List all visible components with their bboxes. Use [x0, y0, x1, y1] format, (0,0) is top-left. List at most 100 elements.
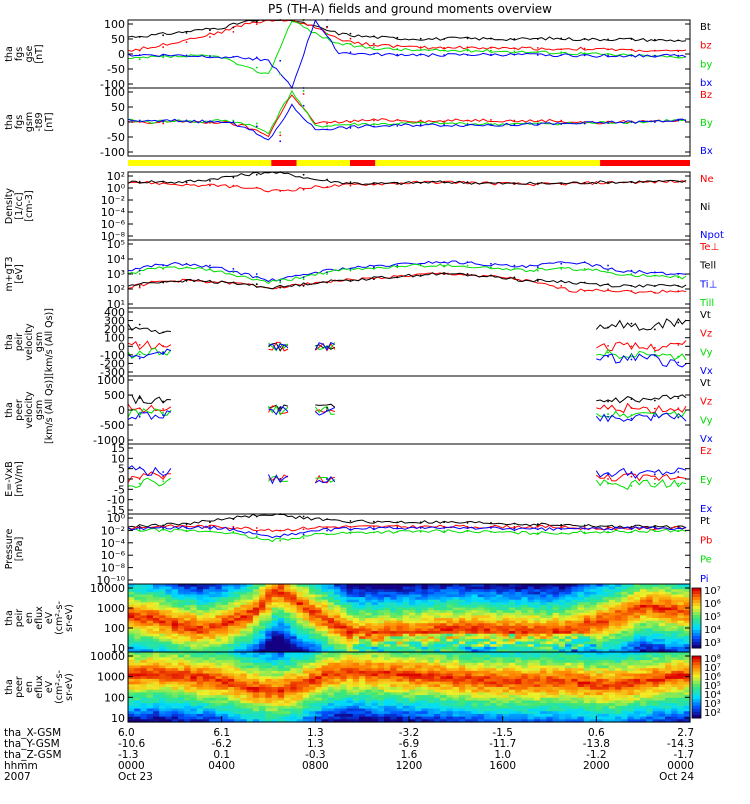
colorbar-tick-label: 10⁶	[704, 599, 721, 610]
series-point	[279, 346, 281, 348]
series-point	[467, 50, 469, 52]
series-point	[350, 528, 352, 530]
series-point	[232, 518, 234, 520]
series-point	[232, 177, 234, 179]
series-point	[326, 126, 328, 128]
series-line-vx	[596, 354, 686, 367]
series-point	[162, 34, 164, 36]
series-point	[396, 119, 398, 121]
series-point	[654, 351, 656, 353]
series-point	[162, 57, 164, 59]
series-point	[256, 187, 258, 189]
series-point	[232, 271, 234, 273]
series-point	[513, 523, 515, 525]
series-point	[560, 48, 562, 50]
legend-label: Pt	[700, 516, 710, 527]
series-point	[490, 527, 492, 529]
series-point	[373, 43, 375, 45]
series-point	[654, 55, 656, 57]
series-point	[256, 516, 258, 518]
series-point	[209, 265, 211, 267]
y-tick-label: 10⁵	[107, 238, 125, 251]
series-point	[631, 485, 633, 487]
series-line-vt	[596, 319, 686, 330]
colorbar-segment	[692, 630, 701, 634]
series-point	[631, 418, 633, 420]
legend-label: bx	[700, 78, 712, 89]
series-point	[139, 530, 141, 532]
series-point	[373, 268, 375, 270]
y-tick-label: 1000	[97, 602, 125, 615]
series-point	[677, 344, 679, 346]
series-point	[677, 397, 679, 399]
colorbar-segment	[692, 612, 701, 616]
series-point	[420, 38, 422, 40]
series-point	[513, 120, 515, 122]
series-point	[560, 120, 562, 122]
legend-label: Vx	[700, 366, 713, 377]
series-point	[326, 33, 328, 35]
series-point	[232, 531, 234, 533]
series-point	[162, 352, 164, 354]
panel-frame	[128, 514, 690, 584]
series-point	[279, 190, 281, 192]
series-line-vz	[596, 341, 686, 351]
series-point	[420, 120, 422, 122]
series-point	[467, 37, 469, 39]
colorbar-segment	[692, 636, 701, 640]
series-point	[279, 134, 281, 136]
series-point	[537, 54, 539, 56]
series-point	[654, 527, 656, 529]
series-point	[537, 528, 539, 530]
series-point	[139, 50, 141, 52]
legend-label: Ez	[700, 446, 712, 457]
series-point	[350, 520, 352, 522]
status-bar-segment	[271, 160, 296, 166]
series-point	[232, 185, 234, 187]
y-tick-label: 0	[118, 48, 125, 61]
series-point	[443, 38, 445, 40]
series-point	[139, 483, 141, 485]
series-point	[373, 126, 375, 128]
series-point	[513, 48, 515, 50]
series-point	[560, 183, 562, 185]
series-point	[537, 280, 539, 282]
series-point	[209, 29, 211, 31]
series-point	[584, 290, 586, 292]
series-point	[326, 128, 328, 130]
series-point	[139, 273, 141, 275]
y-tick-label: 10⁻⁸	[101, 562, 126, 575]
series-point	[584, 52, 586, 54]
series-point	[256, 273, 258, 275]
series-point	[256, 123, 258, 125]
series-point	[162, 527, 164, 529]
series-point	[139, 397, 141, 399]
panel-label-line: [km/s (All Qs)]	[44, 308, 55, 376]
series-point	[162, 471, 164, 473]
series-point	[631, 407, 633, 409]
series-point	[677, 120, 679, 122]
series-point	[584, 532, 586, 534]
series-point	[537, 47, 539, 49]
series-point	[420, 124, 422, 126]
series-point	[186, 523, 188, 525]
panel-frame	[128, 376, 690, 444]
series-point	[467, 527, 469, 529]
legend-label: Vx	[700, 434, 713, 445]
series-point	[677, 476, 679, 478]
panel-label-line: [nT]	[34, 44, 45, 63]
series-point	[537, 526, 539, 528]
series-point	[560, 123, 562, 125]
series-point	[232, 268, 234, 270]
series-point	[279, 60, 281, 62]
series-point	[467, 54, 469, 56]
legend-label: Vz	[700, 329, 712, 340]
series-point	[396, 125, 398, 127]
series-point	[677, 40, 679, 42]
series-point	[186, 280, 188, 282]
colorbar-segment	[692, 591, 701, 595]
